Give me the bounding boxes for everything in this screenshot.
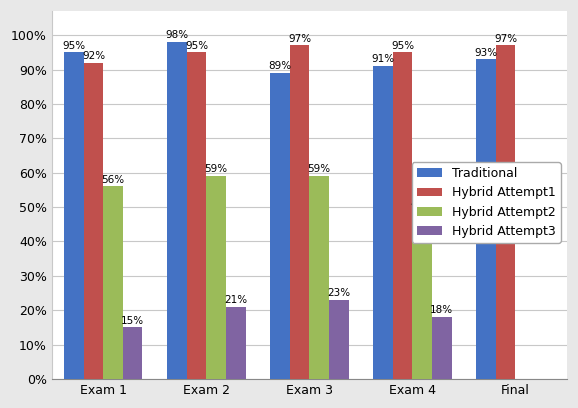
- Legend: Traditional, Hybrid Attempt1, Hybrid Attempt2, Hybrid Attempt3: Traditional, Hybrid Attempt1, Hybrid Att…: [412, 162, 561, 243]
- Text: 23%: 23%: [327, 288, 350, 298]
- Text: 18%: 18%: [430, 306, 453, 315]
- Text: 91%: 91%: [372, 54, 395, 64]
- Text: 98%: 98%: [165, 30, 188, 40]
- Bar: [412, 211, 432, 379]
- Bar: [84, 63, 103, 379]
- Text: 56%: 56%: [102, 175, 125, 185]
- Bar: [167, 42, 187, 379]
- Bar: [271, 73, 290, 379]
- Bar: [290, 46, 309, 379]
- Bar: [432, 317, 451, 379]
- Text: 49%: 49%: [410, 199, 434, 209]
- Bar: [329, 300, 349, 379]
- Bar: [187, 52, 206, 379]
- Bar: [103, 186, 123, 379]
- Bar: [206, 176, 226, 379]
- Bar: [226, 307, 246, 379]
- Text: 93%: 93%: [475, 47, 498, 58]
- Text: 95%: 95%: [185, 41, 208, 51]
- Text: 59%: 59%: [205, 164, 228, 175]
- Bar: [64, 52, 84, 379]
- Bar: [393, 52, 412, 379]
- Bar: [496, 46, 516, 379]
- Text: 59%: 59%: [307, 164, 331, 175]
- Bar: [309, 176, 329, 379]
- Bar: [476, 59, 496, 379]
- Text: 92%: 92%: [82, 51, 105, 61]
- Bar: [373, 66, 393, 379]
- Text: 97%: 97%: [288, 34, 311, 44]
- Text: 89%: 89%: [268, 61, 291, 71]
- Bar: [123, 328, 143, 379]
- Text: 21%: 21%: [224, 295, 247, 305]
- Text: 97%: 97%: [494, 34, 517, 44]
- Text: 15%: 15%: [121, 316, 144, 326]
- Text: 95%: 95%: [62, 41, 86, 51]
- Text: 95%: 95%: [391, 41, 414, 51]
